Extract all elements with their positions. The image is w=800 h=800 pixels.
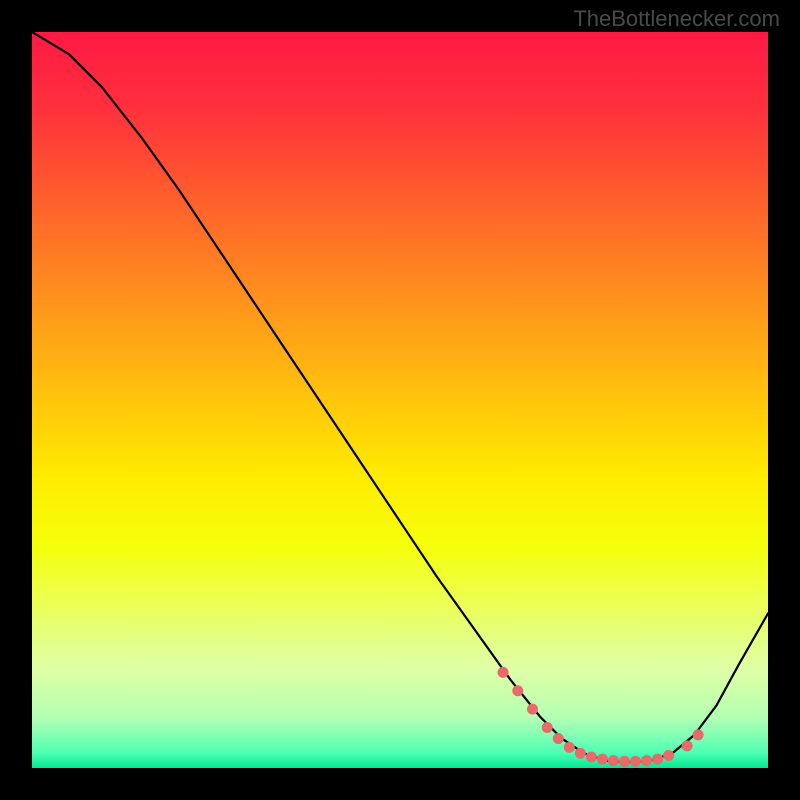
marker-dot <box>512 685 523 696</box>
marker-dot <box>542 722 553 733</box>
marker-dot <box>498 667 509 678</box>
watermark-text: TheBottlenecker.com <box>573 6 780 32</box>
marker-dot <box>575 748 586 759</box>
marker-dot <box>663 750 674 761</box>
marker-dot <box>630 756 641 767</box>
bottleneck-chart <box>32 32 768 768</box>
glow-band <box>32 547 768 768</box>
marker-dot <box>608 755 619 766</box>
marker-dot <box>527 704 538 715</box>
marker-dot <box>564 742 575 753</box>
marker-dot <box>586 751 597 762</box>
marker-dot <box>652 754 663 765</box>
marker-dot <box>553 733 564 744</box>
chart-svg <box>32 32 768 768</box>
marker-dot <box>693 729 704 740</box>
marker-dot <box>682 740 693 751</box>
marker-dot <box>641 755 652 766</box>
marker-dot <box>597 754 608 765</box>
marker-dot <box>619 756 630 767</box>
